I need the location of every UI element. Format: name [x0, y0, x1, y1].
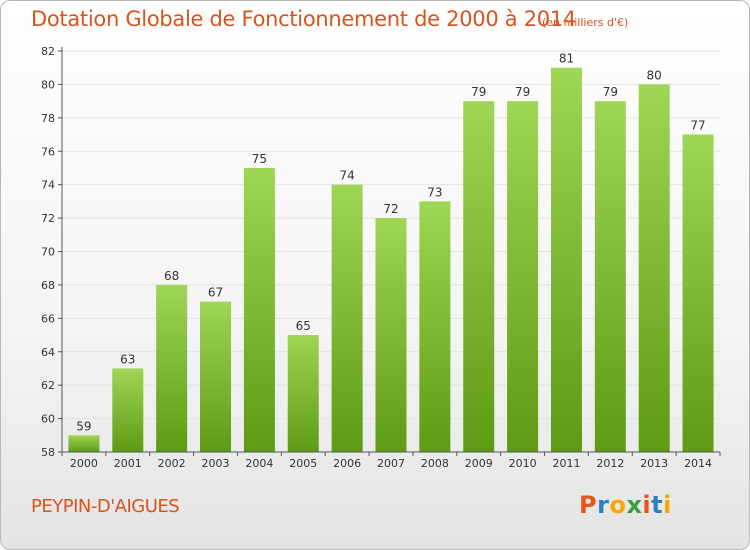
bar-2000 [68, 435, 100, 452]
bar-2010 [507, 101, 539, 452]
data-label-2003: 67 [208, 286, 223, 300]
place-name: PEYPIN-D'AIGUES [31, 496, 180, 517]
x-tick-label: 2000 [70, 457, 98, 470]
chart-title: Dotation Globale de Fonctionnement de 20… [31, 7, 576, 31]
y-tick-label: 64 [41, 346, 55, 359]
data-label-2004: 75 [252, 152, 267, 166]
labels: 58 60 62 64 66 68 70 72 74 76 78 80 82 59 2000 63 2001 68… [41, 45, 712, 470]
bar-2003 [200, 301, 232, 452]
data-label-2000: 59 [76, 419, 91, 433]
bar-2013 [638, 84, 670, 453]
data-label-2014: 77 [690, 119, 705, 133]
x-tick-label: 2008 [421, 457, 449, 470]
bar-2005 [287, 335, 319, 452]
bar-2006 [331, 184, 363, 452]
bar-2014 [682, 134, 714, 452]
bar-2002 [156, 284, 188, 452]
y-tick-label: 72 [41, 212, 55, 225]
y-tick-label: 82 [41, 45, 55, 58]
data-label-2006: 74 [339, 169, 354, 183]
logo-letter: o [609, 491, 627, 519]
x-tick-label: 2014 [684, 457, 712, 470]
y-tick-label: 66 [41, 312, 55, 325]
y-tick-label: 68 [41, 279, 55, 292]
y-tick-label: 80 [41, 78, 55, 91]
data-label-2005: 65 [296, 319, 311, 333]
logo-letter: x [626, 491, 643, 519]
y-tick-label: 62 [41, 379, 55, 392]
logo-letter: r [597, 491, 610, 519]
data-label-2011: 81 [559, 52, 574, 66]
logo-letter: i [663, 491, 672, 519]
x-tick-label: 2004 [245, 457, 273, 470]
y-tick-label: 78 [41, 112, 55, 125]
x-tick-label: 2011 [552, 457, 580, 470]
logo-letter: t [651, 491, 664, 519]
bar-2009 [463, 101, 495, 452]
data-label-2001: 63 [120, 352, 135, 366]
x-tick-label: 2003 [202, 457, 230, 470]
x-tick-label: 2005 [289, 457, 317, 470]
x-tick-label: 2012 [596, 457, 624, 470]
x-tick-label: 2001 [114, 457, 142, 470]
x-tick-label: 2013 [640, 457, 668, 470]
x-tick-label: 2002 [158, 457, 186, 470]
x-tick-label: 2006 [333, 457, 361, 470]
data-label-2007: 72 [383, 202, 398, 216]
x-tick-label: 2009 [465, 457, 493, 470]
bar-2011 [550, 67, 582, 452]
bar-2004 [243, 167, 275, 453]
bars [68, 67, 714, 453]
logo-letter: i [642, 491, 652, 519]
y-tick-label: 60 [41, 413, 55, 426]
data-label-2010: 79 [515, 85, 530, 99]
y-tick-label: 74 [41, 179, 55, 192]
data-label-2008: 73 [427, 185, 442, 199]
bar-2008 [419, 201, 451, 452]
data-label-2002: 68 [164, 269, 179, 283]
y-tick-label: 70 [41, 246, 55, 259]
chart-subtitle: (en milliers d'€) [542, 16, 629, 29]
data-label-2013: 80 [647, 68, 662, 82]
x-tick-label: 2007 [377, 457, 405, 470]
logo-letter: P [579, 491, 598, 519]
data-label-2009: 79 [471, 85, 486, 99]
bar-2001 [112, 368, 144, 452]
axes [58, 47, 721, 456]
data-label-2012: 79 [603, 85, 618, 99]
bar-2007 [375, 218, 407, 452]
x-tick-label: 2010 [509, 457, 537, 470]
bar-2012 [594, 101, 626, 452]
y-tick-label: 58 [41, 446, 55, 459]
proxiti-logo: Proxiti [579, 491, 672, 519]
y-tick-label: 76 [41, 145, 55, 158]
